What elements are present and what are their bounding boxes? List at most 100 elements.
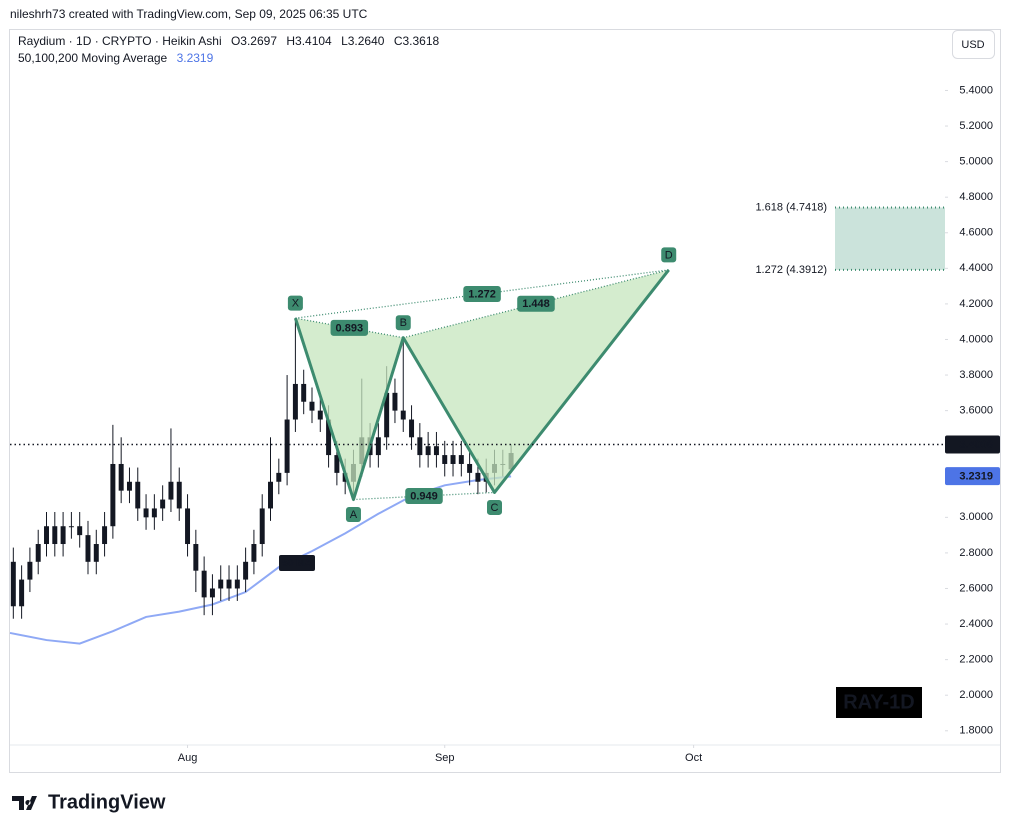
ratio-box xyxy=(405,487,443,504)
y-tick-label: 4.6000 xyxy=(959,227,993,239)
candle-body xyxy=(118,463,124,491)
candle-body xyxy=(226,579,232,589)
candle-body xyxy=(35,544,41,562)
candle-body xyxy=(52,526,58,545)
point-box xyxy=(395,315,411,331)
candle-body xyxy=(475,472,481,482)
candle-body xyxy=(193,544,199,571)
candle-body xyxy=(326,419,332,456)
y-tick-label: 2.2000 xyxy=(959,654,993,666)
candle-body xyxy=(68,526,74,528)
ratio-badge: 0.893 xyxy=(330,319,369,336)
y-tick-label: 4.8000 xyxy=(959,191,993,203)
candle-body xyxy=(301,383,307,402)
pattern-leg xyxy=(293,268,670,502)
candle-body xyxy=(450,455,456,464)
candle-body xyxy=(268,481,273,509)
candle-body xyxy=(384,392,390,438)
symbol-legend: Raydium · 1D · CRYPTO · Heikin Ashi O3.2… xyxy=(18,34,440,48)
chart-frame xyxy=(9,29,1001,773)
candle-body xyxy=(110,463,116,527)
ma-label-box xyxy=(279,555,315,571)
candle-body xyxy=(176,481,182,509)
candle-body xyxy=(400,410,406,420)
ratio-badge: 1.448 xyxy=(517,295,555,312)
candle-body xyxy=(317,410,323,420)
ratio-box xyxy=(330,319,369,336)
candle-body xyxy=(392,392,398,411)
currency-button[interactable] xyxy=(952,30,995,59)
point-label: X xyxy=(292,298,300,310)
y-tick-label: 5.4000 xyxy=(959,84,993,96)
last-price-label: 3.4098 xyxy=(959,439,993,451)
ratio-label: 0.893 xyxy=(336,322,364,334)
y-tick-label: 2.8000 xyxy=(959,547,993,559)
x-tick-label: Sep xyxy=(435,752,455,764)
target-zone xyxy=(835,207,945,270)
point-label: C xyxy=(491,502,499,514)
ma-price-label: 3.2319 xyxy=(959,470,993,482)
y-tick-label: 3.6000 xyxy=(959,405,993,417)
ma-label: 50 MA xyxy=(282,558,311,569)
candle-body xyxy=(185,508,191,545)
y-tick-label: 3.8000 xyxy=(959,369,993,381)
candle-body xyxy=(218,579,224,589)
x-tick-label: Oct xyxy=(685,752,702,764)
point-label: A xyxy=(350,509,358,521)
candle-body xyxy=(201,570,207,598)
candle-body xyxy=(417,437,423,456)
candle-body xyxy=(442,455,448,464)
ohlc-high: H3.4104 xyxy=(286,34,332,48)
candle-body xyxy=(309,401,315,411)
watermark: RAY-1D xyxy=(843,691,915,713)
candle-body xyxy=(135,481,141,509)
currency-label[interactable]: USD xyxy=(961,39,984,51)
watermark-box xyxy=(836,687,922,718)
ma-name: 50,100,200 Moving Average xyxy=(18,51,168,65)
ratio-badge: 0.949 xyxy=(405,487,443,504)
candle-body xyxy=(243,561,249,580)
ratio-box xyxy=(517,295,555,312)
ma-value: 3.2319 xyxy=(177,51,214,65)
candle-body xyxy=(292,383,298,420)
y-tick-label: 3.0000 xyxy=(959,511,993,523)
candle-body xyxy=(44,526,49,545)
point-label: B xyxy=(400,317,407,329)
candle-body xyxy=(234,579,240,589)
ratio-label: 1.272 xyxy=(468,288,496,300)
ohlc-close: C3.3618 xyxy=(394,34,440,48)
y-tick-label: 2.0000 xyxy=(959,689,993,701)
point-box xyxy=(487,499,503,515)
candle-body xyxy=(85,535,91,562)
logo-icon xyxy=(12,796,37,810)
candle-body xyxy=(334,455,340,473)
candle-body xyxy=(27,561,33,580)
ohlc-open: O3.2697 xyxy=(231,34,277,48)
candle-body xyxy=(467,463,473,473)
y-tick-label: 4.4000 xyxy=(959,262,993,274)
last-price-tag xyxy=(945,435,1000,454)
candle-body xyxy=(93,544,99,562)
candle-body xyxy=(251,544,257,562)
candle-body xyxy=(151,508,157,518)
candle-body xyxy=(458,455,464,464)
candle-body xyxy=(259,508,265,545)
ma-legend: 50,100,200 Moving Average 3.2319 xyxy=(18,51,214,65)
ratio-label: 0.949 xyxy=(410,490,438,502)
candle-body xyxy=(375,437,381,456)
ma-price-tag xyxy=(945,467,1000,486)
candle-body xyxy=(409,419,415,438)
pattern-ratio-line xyxy=(353,491,495,501)
candle-body xyxy=(60,526,66,545)
ratio-label: 1.448 xyxy=(522,298,550,310)
y-tick-label: 4.2000 xyxy=(959,298,993,310)
y-tick-label: 5.2000 xyxy=(959,120,993,132)
candle-body xyxy=(168,481,174,500)
candle-body xyxy=(77,526,83,536)
credit: nileshrh73 created with TradingView.com,… xyxy=(10,7,368,21)
y-tick-label: 4.0000 xyxy=(959,333,993,345)
candle-body xyxy=(102,526,108,545)
candle-body xyxy=(160,499,166,509)
brand: TradingView xyxy=(48,791,166,813)
pattern-area xyxy=(295,318,404,500)
